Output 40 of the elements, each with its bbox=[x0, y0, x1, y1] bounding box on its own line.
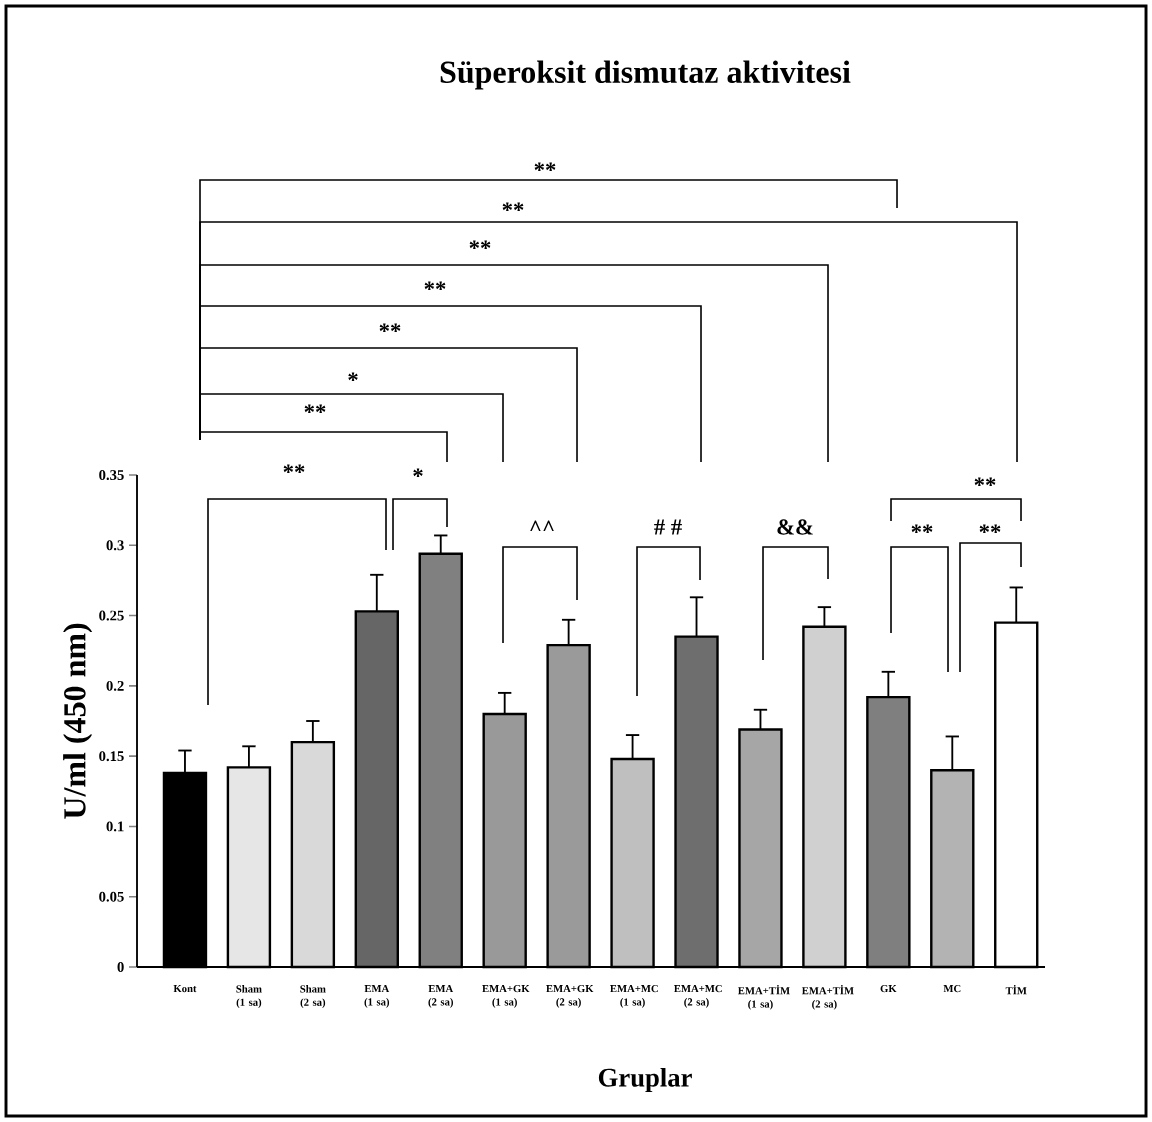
x-tick-label: EMA+MC (2 sa) bbox=[674, 985, 722, 1008]
annotation: * bbox=[413, 468, 423, 478]
text: ** bbox=[534, 162, 556, 172]
x-tick-label: EMA+TİM (2 sa) bbox=[801, 985, 854, 1010]
annotation: ** bbox=[979, 524, 1001, 534]
x-tick-label: Sham (2 sa) bbox=[300, 985, 326, 1009]
y-tick-label: 0.15 bbox=[99, 751, 124, 762]
text: ** bbox=[283, 464, 305, 474]
x-tick-label: EMA+GK (2 sa) bbox=[546, 985, 594, 1008]
x-tick-label: MC bbox=[943, 985, 961, 993]
text: ** bbox=[379, 323, 401, 333]
x-tick-label: EMA+GK (1 sa) bbox=[482, 985, 530, 1008]
y-tick-label: 0.35 bbox=[99, 470, 124, 480]
annotation: && bbox=[777, 519, 813, 535]
annotation: ** bbox=[974, 477, 996, 487]
annotation: ** bbox=[911, 524, 933, 534]
y-tick-label: 0 bbox=[117, 962, 124, 972]
y-tick-label: 0.1 bbox=[106, 821, 124, 832]
x-tick-label: TİM bbox=[1005, 985, 1027, 995]
annotation: # # bbox=[654, 519, 682, 535]
text: * bbox=[348, 372, 358, 382]
annotation: ^^ bbox=[530, 520, 554, 532]
x-tick-label: EMA (1 sa) bbox=[364, 985, 390, 1008]
y-tick-label: 0.05 bbox=[99, 891, 124, 902]
y-tick-label: 0.2 bbox=[106, 680, 124, 691]
text: ** bbox=[424, 281, 446, 291]
chart-title: Süperoksit dismutaz aktivitesi bbox=[440, 60, 851, 90]
x-tick-label: Sham (1 sa) bbox=[236, 985, 262, 1009]
x-tick-label: Kont bbox=[173, 985, 197, 993]
text: ** bbox=[469, 240, 491, 250]
x-tick-label: EMA (2 sa) bbox=[428, 985, 454, 1008]
y-axis-title: U/ml (450 nm) bbox=[63, 623, 93, 819]
x-tick-label: GK bbox=[880, 985, 897, 993]
x-tick-label: EMA+MC (1 sa) bbox=[610, 985, 658, 1008]
text: ** bbox=[304, 404, 326, 414]
y-tick-label: 0.3 bbox=[106, 540, 124, 551]
text: ** bbox=[502, 202, 524, 212]
y-tick-label: 0.25 bbox=[99, 610, 124, 621]
x-axis-title: Gruplar bbox=[598, 1067, 692, 1093]
x-tick-label: EMA+TİM (1 sa) bbox=[737, 985, 790, 1010]
